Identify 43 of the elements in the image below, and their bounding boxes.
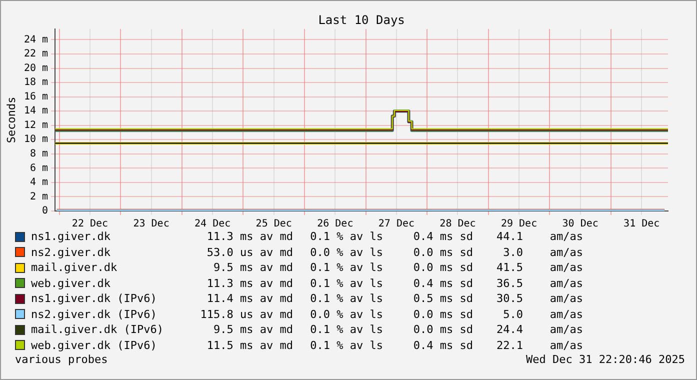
legend-label: ns2.giver.dk (IPv6) (31, 308, 158, 321)
y-tick-label: 14 m (24, 106, 48, 117)
x-tick-label: 31 Dec (624, 218, 660, 230)
y-tick-label: 22 m (24, 48, 48, 60)
chart-title: Last 10 Days (318, 13, 405, 27)
text: Wed Dec 31 22:20:46 2025 (526, 353, 685, 366)
y-tick-label: 20 m (24, 62, 48, 74)
legend-label: ns1.giver.dk (IPv6) (31, 292, 158, 306)
text: 53.0 us av md 0.0 % av ls 0.0 ms sd 3.0 am/as (206, 246, 583, 259)
legend-label: mail.giver.dk (IPv6) (31, 323, 164, 336)
x-tick-label: 30 Dec (562, 218, 598, 230)
y-tick-label: 0 (42, 206, 48, 217)
text: 11.5 ms av md 0.1 % av ls 0.4 ms sd 22.1 am/as (206, 338, 583, 352)
x-tick-label: 28 Dec (440, 218, 476, 230)
text: 11.3 ms av md 0.1 % av ls 0.4 ms sd 44.1 am/as (206, 230, 583, 244)
y-tick-label: 6 m (30, 162, 48, 174)
y-tick-label: 16 m (24, 91, 48, 102)
x-tick-label: 25 Dec (256, 218, 292, 230)
x-tick-label: 22 Dec (72, 218, 108, 230)
x-tick-label: 29 Dec (500, 218, 538, 230)
x-tick-label: 27 Dec (378, 218, 415, 230)
legend-label: web.giver.dk (31, 276, 112, 290)
text: 11.3 ms av md 0.1 % av ls 0.4 ms sd 36.5 am/as (206, 276, 583, 290)
y-tick-label: 12 m (24, 120, 48, 131)
legend-label: web.giver.dk (IPv6) (31, 338, 158, 352)
y-tick-label: 10 m (24, 134, 48, 146)
x-tick-label: 26 Dec (317, 218, 354, 230)
legend-label: mail.giver.dk (31, 261, 118, 274)
y-tick-label: 24 m (24, 34, 48, 46)
text: 9.5 ms av md 0.1 % av ls 0.0 ms sd 24.4 am/as (214, 323, 583, 336)
text: 115.8 us av md 0.0 % av ls 0.0 ms sd 5.0 am/as (200, 308, 583, 321)
y-tick-label: 4 m (30, 177, 48, 188)
y-axis-title: Seconds (5, 96, 18, 144)
y-tick-label: 8 m (30, 148, 48, 160)
text: 11.4 ms av md 0.1 % av ls 0.5 ms sd 30.5 am/as (206, 292, 583, 306)
y-tick-label: 18 m (24, 77, 48, 88)
legend-label: ns2.giver.dk (31, 246, 112, 259)
y-tick-label: 2 m (30, 191, 48, 202)
x-tick-label: 23 Dec (133, 218, 170, 230)
text: various probes (15, 353, 108, 366)
legend-label: ns1.giver.dk (31, 230, 112, 244)
x-tick-label: 24 Dec (194, 218, 231, 230)
text: 9.5 ms av md 0.1 % av ls 0.0 ms sd 41.5 am/as (214, 261, 583, 274)
